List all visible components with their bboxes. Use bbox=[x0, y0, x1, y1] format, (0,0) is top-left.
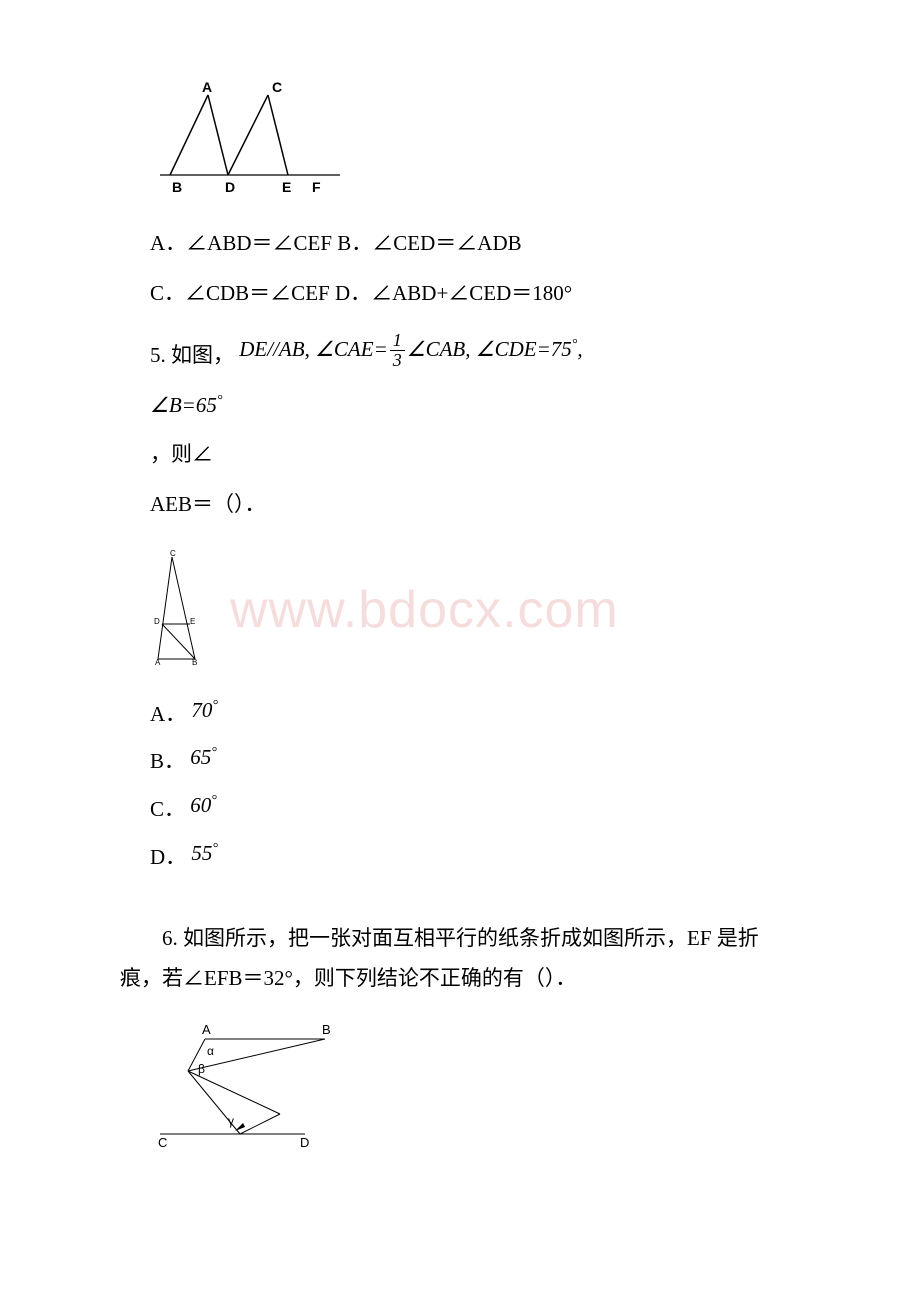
q5-optB-label: B． bbox=[150, 749, 185, 773]
q5-degA: ° bbox=[212, 698, 218, 713]
q6-stem: 6. 如图所示，把一张对面互相平行的纸条折成如图所示，EF 是折痕，若∠EFB＝… bbox=[120, 919, 800, 999]
q4-options-ab: A．∠ABD＝∠CEF B．∠CED＝∠ADB bbox=[150, 225, 800, 263]
q5-optD-label: D． bbox=[150, 845, 186, 869]
q5-comma: , bbox=[577, 337, 582, 361]
q4-optB: B．∠CED＝∠ADB bbox=[337, 231, 521, 255]
q5-prefix: 5. 如图， bbox=[150, 343, 234, 367]
svg-text:γ: γ bbox=[228, 1114, 234, 1128]
svg-text:B: B bbox=[172, 179, 182, 195]
q5-optC-label: C． bbox=[150, 797, 185, 821]
svg-text:D: D bbox=[225, 179, 235, 195]
q5-valA: 70 bbox=[191, 698, 212, 722]
q5-stem-line3: ，则∠ bbox=[150, 436, 800, 474]
figure-q5-svg: A B C D E bbox=[150, 549, 210, 669]
svg-text:A: A bbox=[155, 658, 161, 667]
svg-text:C: C bbox=[272, 80, 282, 95]
svg-text:D: D bbox=[154, 617, 160, 626]
q4-optC: C．∠CDB＝∠CEF bbox=[150, 281, 330, 305]
q4-optD: D．∠ABD+∠CED＝180° bbox=[335, 281, 572, 305]
svg-text:A: A bbox=[202, 1022, 211, 1037]
svg-text:α: α bbox=[207, 1044, 214, 1058]
svg-text:β: β bbox=[198, 1062, 205, 1076]
svg-text:D: D bbox=[300, 1135, 309, 1149]
q5-option-a: A． 70° bbox=[150, 694, 800, 732]
watermark: www.bdocx.com bbox=[230, 580, 619, 640]
q5-frac-den: 3 bbox=[390, 351, 405, 371]
svg-text:A: A bbox=[202, 80, 212, 95]
q5-option-b: B． 65° bbox=[150, 741, 800, 779]
svg-text:E: E bbox=[190, 617, 195, 626]
q5-stem-line2: ∠B=65° bbox=[150, 387, 800, 425]
q5-angleB: ∠B=65 bbox=[150, 393, 217, 417]
figure-q6: A B C D α β γ bbox=[150, 1019, 800, 1149]
q5-stem-line1: 5. 如图， DE//AB, ∠CAE=13∠CAB, ∠CDE=75°, bbox=[150, 331, 800, 375]
figure-q4-svg: A C B D E F bbox=[150, 80, 350, 200]
q5-degB: ° bbox=[217, 393, 223, 408]
q5-de: DE//AB, bbox=[239, 337, 310, 361]
svg-text:E: E bbox=[282, 179, 291, 195]
q5-degD: ° bbox=[212, 841, 218, 856]
q5-cae1: ∠CAE= bbox=[315, 337, 388, 361]
svg-text:C: C bbox=[158, 1135, 167, 1149]
svg-text:B: B bbox=[192, 658, 197, 667]
figure-q4: A C B D E F bbox=[150, 80, 800, 200]
q5-degC: ° bbox=[211, 793, 217, 808]
svg-text:C: C bbox=[170, 549, 176, 558]
q4-optA: A．∠ABD＝∠CEF bbox=[150, 231, 332, 255]
q5-option-d: D． 55° bbox=[150, 837, 800, 875]
svg-text:F: F bbox=[312, 179, 321, 195]
q5-optA-label: A． bbox=[150, 702, 186, 726]
q5-stem-line4: AEB＝（）． bbox=[150, 486, 800, 524]
q5-cae2: ∠CAB, ∠CDE=75 bbox=[407, 337, 572, 361]
q5-valB: 65 bbox=[190, 745, 211, 769]
q5-degBopt: ° bbox=[211, 745, 217, 760]
q6-text: 6. 如图所示，把一张对面互相平行的纸条折成如图所示，EF 是折痕，若∠EFB＝… bbox=[120, 926, 759, 990]
q5-line4-text: AEB＝（）． bbox=[150, 492, 266, 516]
q5-option-c: C． 60° bbox=[150, 789, 800, 827]
q5-valC: 60 bbox=[190, 793, 211, 817]
figure-q6-svg: A B C D α β γ bbox=[150, 1019, 360, 1149]
q5-frac-num: 1 bbox=[390, 331, 405, 352]
q5-valD: 55 bbox=[191, 841, 212, 865]
q4-options-cd: C．∠CDB＝∠CEF D．∠ABD+∠CED＝180° bbox=[150, 275, 800, 313]
q5-line3-text: ，则∠ bbox=[150, 442, 213, 466]
svg-text:B: B bbox=[322, 1022, 331, 1037]
